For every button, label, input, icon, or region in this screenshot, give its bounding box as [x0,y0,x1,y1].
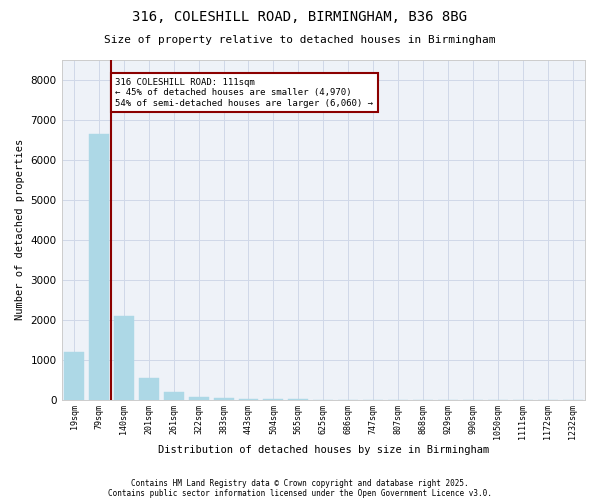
Bar [239,399,259,400]
Bar [214,398,233,400]
Y-axis label: Number of detached properties: Number of detached properties [15,139,25,320]
Text: 316 COLESHILL ROAD: 111sqm
← 45% of detached houses are smaller (4,970)
54% of s: 316 COLESHILL ROAD: 111sqm ← 45% of deta… [115,78,373,108]
Bar [188,397,209,400]
Text: Contains HM Land Registry data © Crown copyright and database right 2025.: Contains HM Land Registry data © Crown c… [131,478,469,488]
Text: Contains public sector information licensed under the Open Government Licence v3: Contains public sector information licen… [108,488,492,498]
Bar [139,378,159,400]
Text: Size of property relative to detached houses in Birmingham: Size of property relative to detached ho… [104,35,496,45]
Bar [64,352,84,400]
Bar [114,316,134,400]
Text: 316, COLESHILL ROAD, BIRMINGHAM, B36 8BG: 316, COLESHILL ROAD, BIRMINGHAM, B36 8BG [133,10,467,24]
Bar [164,392,184,400]
X-axis label: Distribution of detached houses by size in Birmingham: Distribution of detached houses by size … [158,445,489,455]
Bar [89,134,109,400]
